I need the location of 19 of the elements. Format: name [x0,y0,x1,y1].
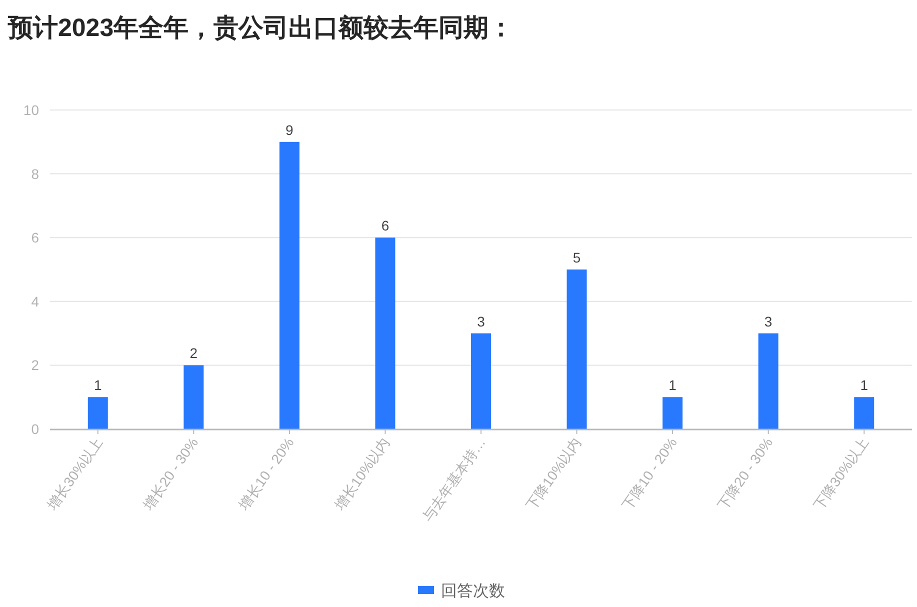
data-label: 1 [94,377,102,394]
data-label: 9 [286,122,294,138]
y-tick-label: 8 [31,166,40,182]
data-label: 5 [572,250,581,266]
x-tick-label: 与去年基本持… [419,434,488,524]
data-label: 6 [381,218,390,234]
y-tick-label: 6 [31,230,40,246]
title: 预计2023年全年，贵公司出口额较去年同期： [8,14,514,42]
legend: 回答次数 [418,583,505,600]
y-tick-label: 2 [31,357,40,374]
data-label: 2 [190,345,198,362]
data-label: 3 [764,313,772,330]
y-tick-label: 4 [31,293,40,310]
data-label: 1 [668,377,677,394]
data-label: 3 [477,313,486,330]
y-tick-label: 10 [23,102,40,118]
y-tick-label: 0 [31,421,40,437]
legend-label: 回答次数 [441,583,505,600]
data-label: 1 [860,377,868,394]
